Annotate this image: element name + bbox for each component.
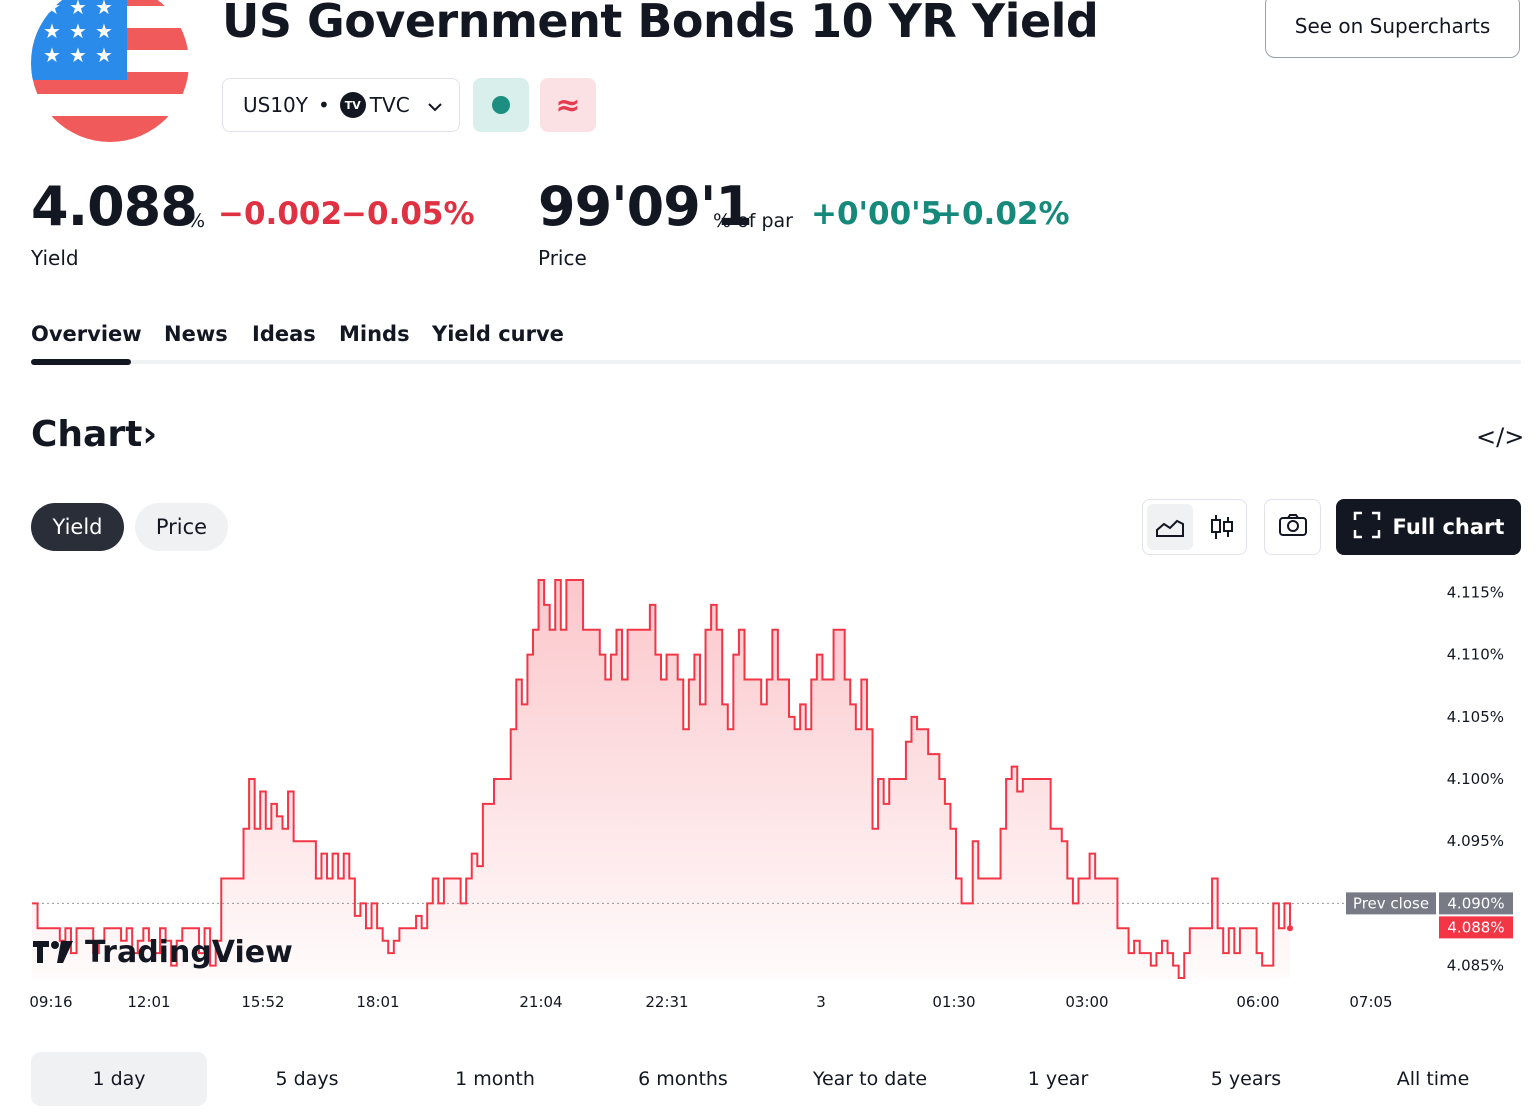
x-axis-tick: 01:30 — [932, 993, 975, 1011]
approx-icon: ≈ — [555, 87, 581, 123]
page-title: US Government Bonds 10 YR Yield — [222, 0, 1099, 48]
yield-change: −0.002 — [218, 196, 343, 232]
screenshot-button[interactable] — [1264, 499, 1321, 555]
status-dot-icon — [492, 96, 510, 114]
yield-toggle-button[interactable]: Yield — [31, 503, 124, 551]
yield-label: Yield — [31, 246, 79, 270]
tradingview-logo-icon: TV — [339, 92, 366, 118]
prev-close-value: 4.090% — [1447, 894, 1504, 912]
x-axis-tick: 21:04 — [519, 993, 562, 1011]
x-axis-tick: 18:01 — [356, 993, 399, 1011]
svg-text:★: ★ — [95, 43, 113, 67]
symbol-selector[interactable]: US10Y • TV TVC — [222, 78, 460, 132]
x-axis-tick: 07:05 — [1349, 993, 1392, 1011]
yield-area-fill — [32, 580, 1290, 978]
price-change-percent: +0.02% — [936, 196, 1070, 232]
last-value-badge: 4.088% — [1439, 916, 1513, 939]
chevron-down-icon — [427, 93, 442, 117]
chart-section-link[interactable]: Chart› — [31, 414, 157, 455]
watermark-text: TradingView — [85, 935, 293, 970]
area-chart-icon[interactable] — [1147, 504, 1193, 550]
yield-change-percent: −0.05% — [341, 196, 475, 232]
tab-ideas[interactable]: Ideas — [252, 322, 316, 346]
x-axis-tick: 06:00 — [1236, 993, 1279, 1011]
yield-unit: % — [187, 210, 206, 232]
range-1-day[interactable]: 1 day — [31, 1052, 207, 1106]
tabs-track — [31, 360, 1521, 364]
y-axis-tick: 4.105% — [1447, 708, 1504, 726]
last-point-marker — [1287, 925, 1293, 932]
price-change: +0'00'5 — [811, 196, 943, 232]
embed-code-icon[interactable]: </> — [1476, 423, 1525, 451]
svg-text:★: ★ — [69, 43, 87, 67]
yield-series-line — [32, 579, 1291, 979]
chevron-right-icon: › — [142, 414, 158, 455]
active-tab-indicator — [31, 359, 131, 365]
range-all-time[interactable]: All time — [1396, 1068, 1470, 1090]
x-axis-tick: 12:01 — [127, 993, 170, 1011]
time-range-selector: 1 day 5 days 1 month 6 months Year to da… — [31, 1052, 1521, 1106]
camera-icon — [1278, 513, 1308, 541]
tradingview-watermark: TradingView — [33, 935, 293, 970]
price-toggle-button[interactable]: Price — [135, 503, 228, 551]
yield-value: 4.088 — [31, 175, 198, 238]
price-label: Price — [538, 246, 587, 270]
range-6-months[interactable]: 6 months — [638, 1068, 728, 1090]
us-flag-logo: ★ ★ ★ ★ ★ ★ ★ ★ ★ — [31, 0, 189, 142]
range-5-years[interactable]: 5 years — [1210, 1068, 1282, 1090]
svg-text:★: ★ — [69, 19, 87, 43]
svg-text:★: ★ — [95, 0, 113, 19]
y-axis-tick: 4.100% — [1447, 770, 1504, 788]
x-axis-tick: 15:52 — [241, 993, 284, 1011]
tab-news[interactable]: News — [164, 322, 228, 346]
x-axis-tick: 3 — [816, 993, 826, 1011]
candles-chart-icon[interactable] — [1199, 504, 1245, 550]
market-status-badge[interactable] — [473, 78, 529, 132]
yield-chart[interactable]: 4.115% 4.110% 4.105% 4.100% 4.095% 4.085% Prev… — [0, 560, 1536, 1040]
fullscreen-icon — [1353, 511, 1381, 544]
svg-text:★: ★ — [95, 19, 113, 43]
prev-close-label: Prev close — [1353, 894, 1429, 912]
chart-heading-text: Chart — [31, 414, 143, 455]
tab-overview[interactable]: Overview — [31, 322, 142, 346]
price-unit: % of par — [713, 210, 793, 232]
full-chart-label: Full chart — [1392, 515, 1505, 539]
y-axis-tick: 4.085% — [1447, 957, 1504, 975]
range-1-month[interactable]: 1 month — [455, 1068, 535, 1090]
tab-minds[interactable]: Minds — [339, 322, 410, 346]
prev-close-badge: Prev close 4.090% — [1346, 892, 1513, 915]
y-axis-tick: 4.115% — [1447, 583, 1504, 601]
range-1-year[interactable]: 1 year — [1027, 1068, 1089, 1090]
svg-text:★: ★ — [43, 19, 61, 43]
tab-yield-curve[interactable]: Yield curve — [432, 322, 564, 346]
y-axis-tick: 4.095% — [1447, 832, 1504, 850]
symbol-ticker: US10Y — [243, 93, 308, 117]
svg-text:★: ★ — [43, 43, 61, 67]
svg-text:★: ★ — [69, 0, 87, 19]
see-on-supercharts-button[interactable]: See on Supercharts — [1265, 0, 1520, 58]
exchange-name: TVC — [369, 93, 410, 117]
x-axis-tick: 09:16 — [29, 993, 72, 1011]
x-axis-tick: 03:00 — [1065, 993, 1108, 1011]
full-chart-button[interactable]: Full chart — [1336, 499, 1521, 555]
range-year-to-date[interactable]: Year to date — [812, 1068, 928, 1090]
y-axis-tick: 4.110% — [1447, 646, 1504, 664]
section-tabs: Overview News Ideas Minds Yield curve — [31, 322, 1521, 366]
chart-style-group — [1142, 499, 1247, 555]
delayed-data-badge[interactable]: ≈ — [540, 78, 596, 132]
price-value: 99'09'1 — [538, 175, 753, 238]
last-value-label: 4.088% — [1447, 918, 1504, 936]
symbol-separator: • — [318, 93, 330, 117]
svg-text:★: ★ — [43, 0, 61, 19]
x-axis-tick: 22:31 — [645, 993, 688, 1011]
range-5-days[interactable]: 5 days — [275, 1068, 339, 1090]
